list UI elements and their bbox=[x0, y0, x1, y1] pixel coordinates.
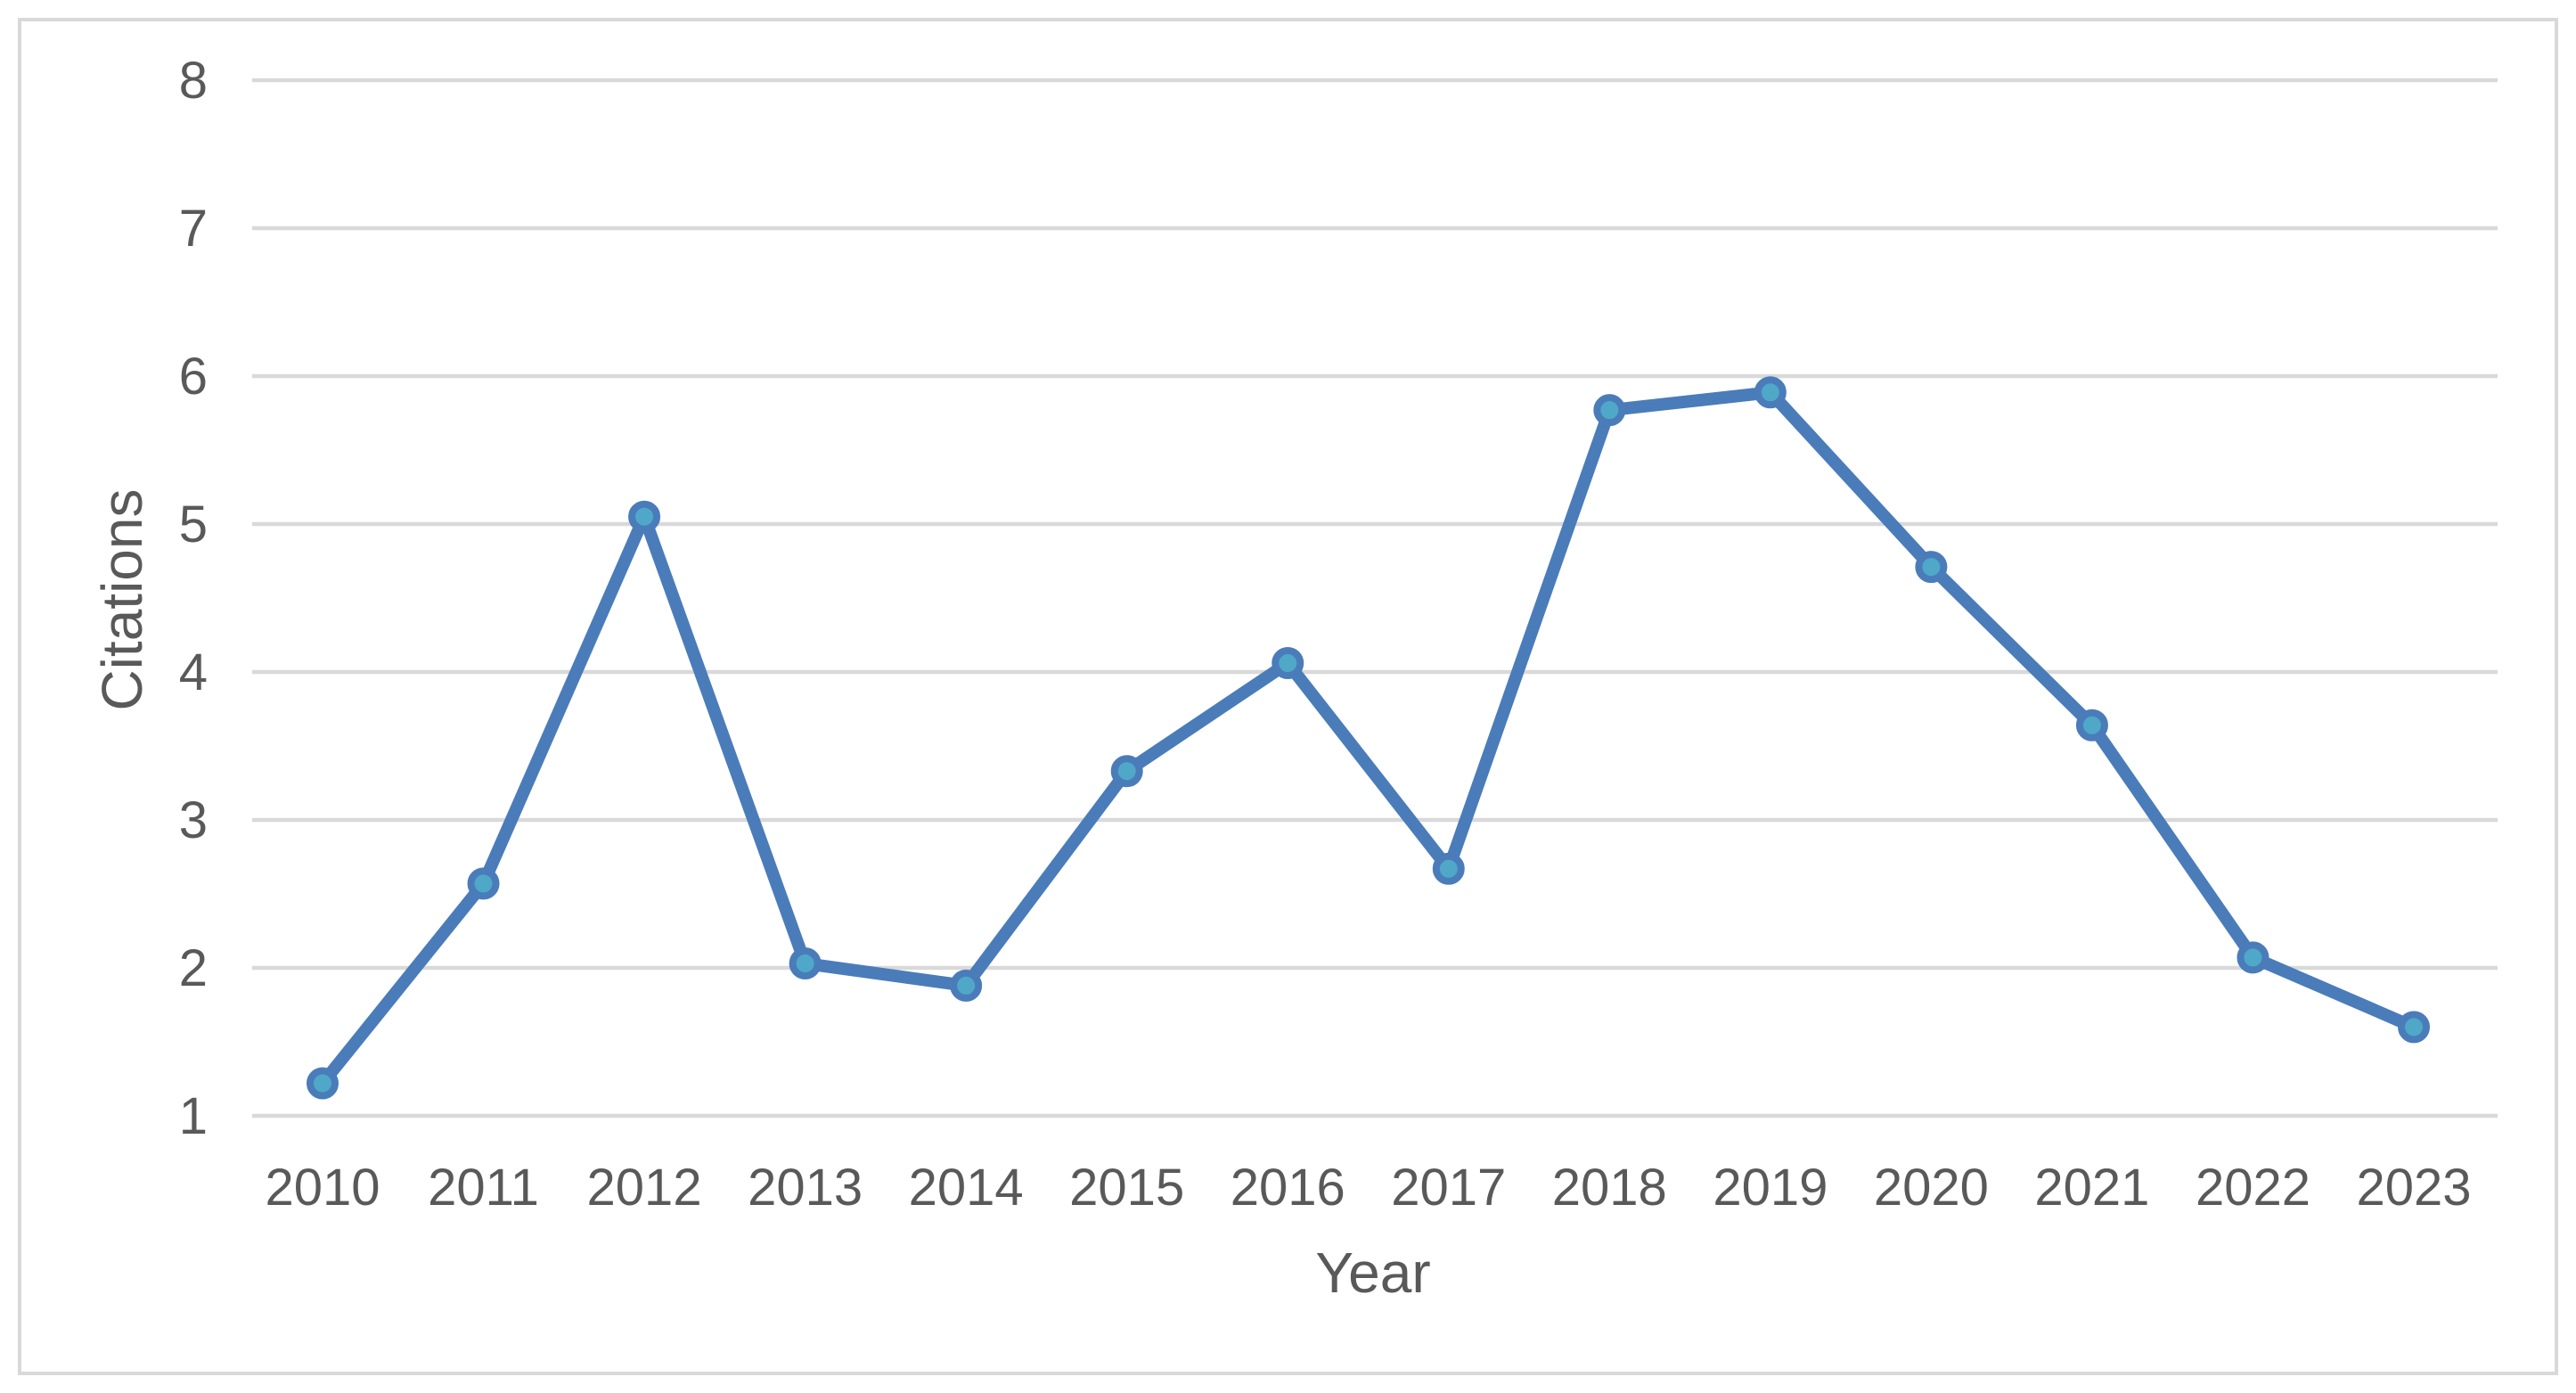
y-tick-label: 3 bbox=[179, 791, 208, 849]
y-axis-title: Citations bbox=[90, 488, 154, 711]
x-tick-label: 2018 bbox=[1552, 1159, 1667, 1217]
x-tick-label: 2022 bbox=[2196, 1159, 2310, 1217]
x-tick-label: 2020 bbox=[1874, 1159, 1989, 1217]
x-tick-label: 2012 bbox=[587, 1159, 702, 1217]
data-point-2019 bbox=[1754, 376, 1787, 409]
y-tick-label: 1 bbox=[179, 1087, 208, 1145]
y-tick-label: 5 bbox=[179, 496, 208, 553]
data-point-2022 bbox=[2237, 941, 2269, 974]
data-point-2015 bbox=[1110, 755, 1143, 788]
data-point-2010 bbox=[307, 1067, 339, 1100]
y-tick-label: 4 bbox=[179, 643, 208, 701]
x-tick-label: 2019 bbox=[1713, 1159, 1828, 1217]
y-tick-label: 6 bbox=[179, 348, 208, 406]
citations-series-line bbox=[316, 386, 2420, 1090]
data-point-2014 bbox=[950, 969, 983, 1002]
y-tick-label: 2 bbox=[179, 939, 208, 997]
y-tick-label: 8 bbox=[179, 52, 208, 110]
x-tick-label: 2016 bbox=[1231, 1159, 1345, 1217]
x-tick-label: 2021 bbox=[2034, 1159, 2149, 1217]
x-tick-label: 2014 bbox=[909, 1159, 1024, 1217]
x-tick-label: 2011 bbox=[428, 1159, 539, 1217]
data-point-2021 bbox=[2075, 709, 2108, 742]
data-point-2017 bbox=[1432, 852, 1465, 885]
x-tick-label: 2015 bbox=[1069, 1159, 1184, 1217]
data-point-2011 bbox=[467, 867, 500, 900]
data-point-2012 bbox=[628, 500, 661, 533]
y-tick-label: 7 bbox=[179, 200, 208, 258]
data-point-2013 bbox=[789, 947, 822, 980]
x-tick-label: 2010 bbox=[265, 1159, 380, 1217]
data-point-2016 bbox=[1272, 647, 1304, 680]
x-axis-title: Year bbox=[1315, 1241, 1431, 1305]
x-tick-label: 2023 bbox=[2356, 1159, 2471, 1217]
x-tick-label: 2013 bbox=[748, 1159, 863, 1217]
x-tick-label: 2017 bbox=[1391, 1159, 1506, 1217]
data-point-2023 bbox=[2398, 1011, 2430, 1044]
data-point-2020 bbox=[1915, 551, 1948, 584]
data-point-2018 bbox=[1593, 394, 1626, 427]
